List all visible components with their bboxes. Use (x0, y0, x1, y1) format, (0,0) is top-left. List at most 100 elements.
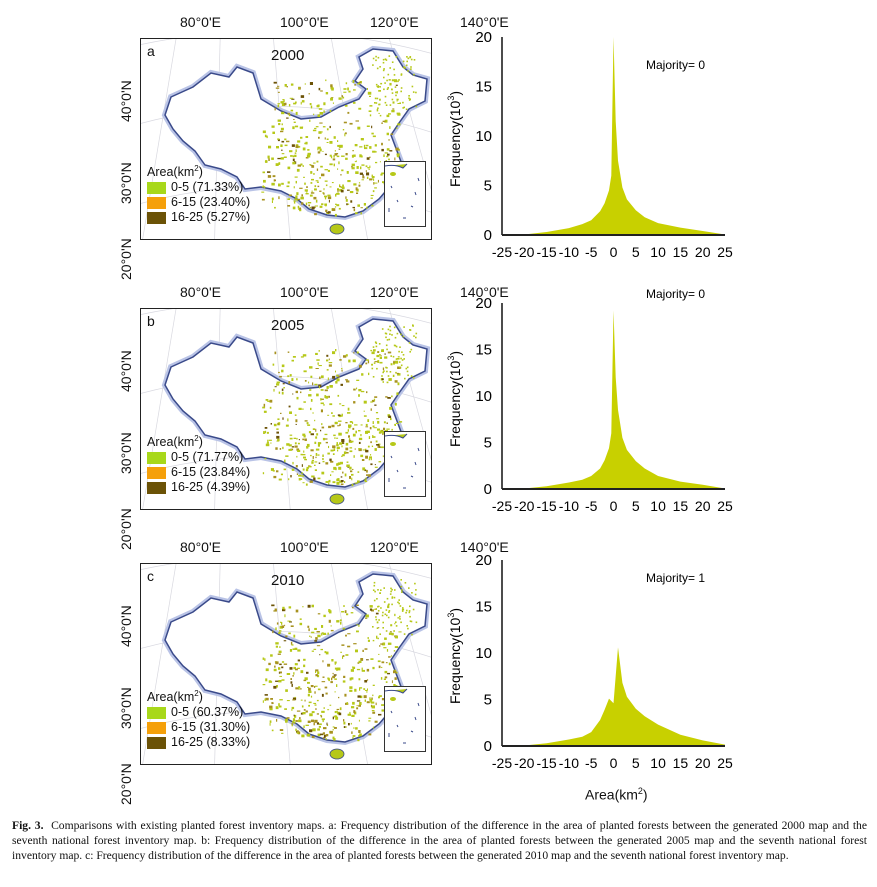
longitude-tick-label: 140°0'E (460, 284, 509, 300)
panel-letter: a (147, 43, 155, 59)
map-frame: c 2010 Area(km2) 0-5 (60.37%) 6-15 (31.30%) 1… (140, 563, 432, 765)
legend-label: 0-5 (71.33%) (171, 180, 244, 195)
latitude-tick-label: 40°0'N (118, 80, 134, 122)
planted-forest-pixels (262, 579, 418, 742)
y-tick-label: 10 (475, 645, 492, 662)
longitude-tick-label: 100°0'E (280, 284, 329, 300)
y-tick-label: 20 (475, 295, 492, 312)
latitude-labels: 40°0'N 30°0'N 20°0'N (110, 563, 136, 805)
legend-title: Area(km2) (147, 689, 203, 705)
latitude-tick-label: 30°0'N (118, 687, 134, 729)
x-tick-label: -5 (585, 755, 598, 771)
x-tick-label: 15 (673, 755, 689, 771)
y-tick-label: 10 (475, 128, 492, 145)
longitude-tick-label: 120°0'E (370, 14, 419, 30)
figure-caption: Fig. 3. Comparisons with existing plante… (12, 818, 867, 864)
latitude-labels: 40°0'N 30°0'N 20°0'N (110, 308, 136, 550)
inset-islands (384, 688, 420, 744)
legend-item: 6-15 (23.40%) (147, 195, 250, 210)
longitude-labels: 80°0'E 100°0'E 120°0'E 140°0'E (140, 539, 509, 559)
longitude-tick-label: 120°0'E (370, 284, 419, 300)
south-china-sea-inset (384, 431, 426, 497)
panel-letter: c (147, 568, 154, 584)
legend-label: 16-25 (5.27%) (171, 210, 251, 225)
panel-c: 80°0'E 100°0'E 120°0'E 140°0'E 40°0'N 30°0'N 2… (0, 525, 877, 805)
legend-item: 6-15 (31.30%) (147, 720, 250, 735)
legend-item: 16-25 (4.39%) (147, 480, 250, 495)
longitude-tick-label: 140°0'E (460, 539, 509, 555)
planted-forest-pixels (262, 324, 418, 487)
map-year-title: 2005 (271, 317, 305, 334)
longitude-tick-label: 100°0'E (280, 539, 329, 555)
x-tick-label: 20 (695, 244, 711, 260)
y-tick-label: 5 (484, 692, 492, 709)
legend-swatch (147, 181, 166, 194)
planted-forest-pixels (261, 55, 418, 217)
frequency-area (524, 310, 725, 489)
legend-item: 6-15 (23.84%) (147, 465, 250, 480)
hainan-island (329, 748, 345, 760)
latitude-tick-label: 30°0'N (118, 162, 134, 204)
latitude-tick-label: 40°0'N (118, 350, 134, 392)
x-tick-label: 0 (610, 755, 618, 771)
x-tick-label: -20 (514, 498, 534, 514)
panel-a: 80°0'E 100°0'E 120°0'E 140°0'E 40°0'N 30°0'N 2… (0, 0, 877, 280)
longitude-tick-label: 120°0'E (370, 539, 419, 555)
latitude-tick-label: 30°0'N (118, 432, 134, 474)
china-map (141, 309, 431, 509)
legend-label: 6-15 (23.84%) (171, 465, 251, 480)
x-tick-label: 5 (632, 244, 640, 260)
x-tick-label: 10 (650, 498, 666, 514)
longitude-tick-label: 140°0'E (460, 14, 509, 30)
majority-annotation: Majority= 0 (646, 287, 705, 301)
x-tick-label: 5 (632, 755, 640, 771)
legend-label: 16-25 (8.33%) (171, 735, 251, 750)
x-tick-label: -5 (585, 244, 598, 260)
y-tick-label: 15 (475, 79, 492, 96)
y-tick-label: 15 (475, 342, 492, 359)
x-tick-label: 20 (695, 498, 711, 514)
caption-label: Fig. 3. (12, 819, 44, 832)
y-tick-label: 10 (475, 388, 492, 405)
y-tick-label: 0 (484, 481, 492, 498)
legend-item: 16-25 (5.27%) (147, 210, 250, 225)
legend-swatch (147, 736, 166, 749)
x-tick-label: 15 (673, 244, 689, 260)
latitude-tick-label: 20°0'N (118, 763, 134, 805)
frequency-area (524, 647, 725, 746)
china-outline (164, 318, 428, 488)
china-outline (164, 573, 428, 743)
x-tick-label: -25 (492, 244, 512, 260)
longitude-tick-label: 80°0'E (180, 14, 221, 30)
legend-label: 6-15 (23.40%) (171, 195, 251, 210)
legend-item: 16-25 (8.33%) (147, 735, 250, 750)
majority-annotation: Majority= 1 (646, 571, 705, 585)
x-tick-label: 25 (717, 755, 733, 771)
hainan-island (329, 493, 345, 505)
legend-title: Area(km2) (147, 164, 203, 180)
x-tick-label: 20 (695, 755, 711, 771)
x-tick-label: 0 (610, 244, 618, 260)
legend-swatch (147, 466, 166, 479)
frequency-area (524, 37, 725, 235)
y-tick-label: 20 (475, 552, 492, 569)
map-legend: Area(km2) 0-5 (60.37%) 6-15 (31.30%) 16-25 … (147, 686, 250, 750)
longitude-tick-label: 80°0'E (180, 539, 221, 555)
legend-item: 0-5 (60.37%) (147, 705, 250, 720)
x-tick-label: -10 (559, 755, 579, 771)
majority-annotation: Majority= 0 (646, 58, 705, 72)
map-frame: b 2005 Area(km2) 0-5 (71.77%) 6-15 (23.84%) 1… (140, 308, 432, 510)
caption-text: Comparisons with existing planted forest… (12, 819, 867, 863)
longitude-tick-label: 100°0'E (280, 14, 329, 30)
longitude-labels: 80°0'E 100°0'E 120°0'E 140°0'E (140, 14, 509, 34)
x-tick-label: -25 (492, 755, 512, 771)
y-tick-label: 15 (475, 599, 492, 616)
x-tick-label: 0 (610, 498, 618, 514)
inset-islands (384, 433, 420, 489)
panel-letter: b (147, 313, 155, 329)
y-tick-label: 5 (484, 178, 492, 195)
y-axis-label: Frequency(103) (446, 351, 463, 447)
